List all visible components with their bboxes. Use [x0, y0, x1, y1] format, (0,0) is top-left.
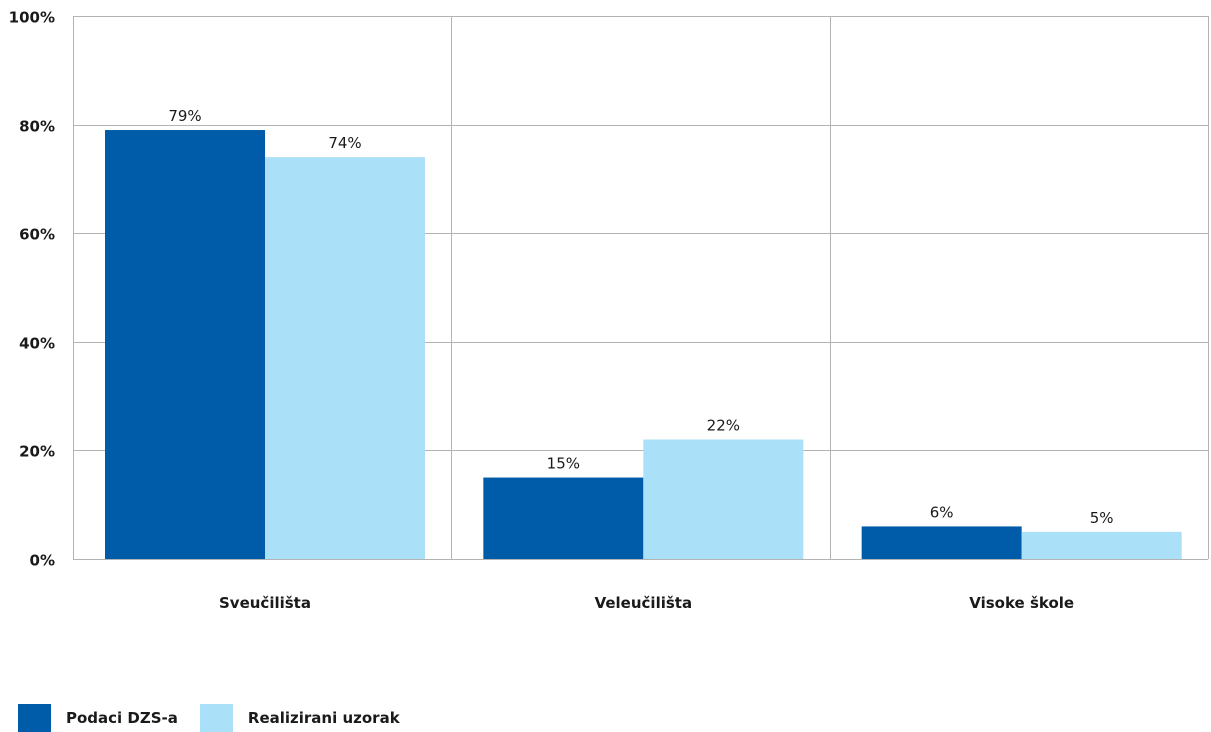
x-tick-label: Sveučilišta: [219, 594, 311, 612]
legend-item-podaci-dzs: Podaci DZS-a: [18, 704, 178, 732]
bar-chart: 0% 20% 40% 60% 80% 100% 79% 74% 15% 22% 6% 5% Sveu…: [9, 9, 1209, 612]
data-labels: 79% 74% 15% 22% 6% 5%: [168, 107, 1113, 527]
data-label: 15%: [547, 455, 580, 473]
legend-item-realizirani-uzorak: Realizirani uzorak: [199, 704, 400, 732]
y-tick-label: 0%: [30, 552, 55, 570]
y-tick-label: 60%: [19, 226, 55, 244]
bars: [105, 130, 1182, 559]
legend-label-realizirani-uzorak: Realizirani uzorak: [247, 709, 400, 727]
data-label: 6%: [930, 503, 954, 521]
legend-swatch-podaci-dzs: [18, 704, 51, 732]
x-tick-label: Veleučilišta: [595, 594, 693, 612]
y-axis: 0% 20% 40% 60% 80% 100%: [9, 9, 55, 570]
y-tick-label: 20%: [19, 443, 55, 461]
bar: [861, 526, 1022, 559]
data-label: 5%: [1090, 509, 1114, 527]
y-tick-label: 40%: [19, 335, 55, 353]
x-axis: Sveučilišta Veleučilišta Visoke škole: [219, 594, 1074, 612]
y-tick-label: 100%: [9, 9, 55, 27]
bar: [483, 477, 644, 559]
legend: Podaci DZS-a Realizirani uzorak: [18, 704, 422, 732]
y-tick-label: 80%: [19, 118, 55, 136]
legend-label-podaci-dzs: Podaci DZS-a: [66, 709, 178, 727]
data-label: 22%: [707, 417, 740, 435]
x-tick-label: Visoke škole: [969, 594, 1074, 612]
legend-swatch-realizirani-uzorak: [199, 704, 233, 732]
bar: [643, 439, 804, 559]
data-label: 79%: [168, 107, 201, 125]
bar: [1021, 531, 1182, 559]
data-label: 74%: [328, 134, 361, 152]
bar: [105, 130, 265, 559]
bar: [265, 157, 425, 559]
